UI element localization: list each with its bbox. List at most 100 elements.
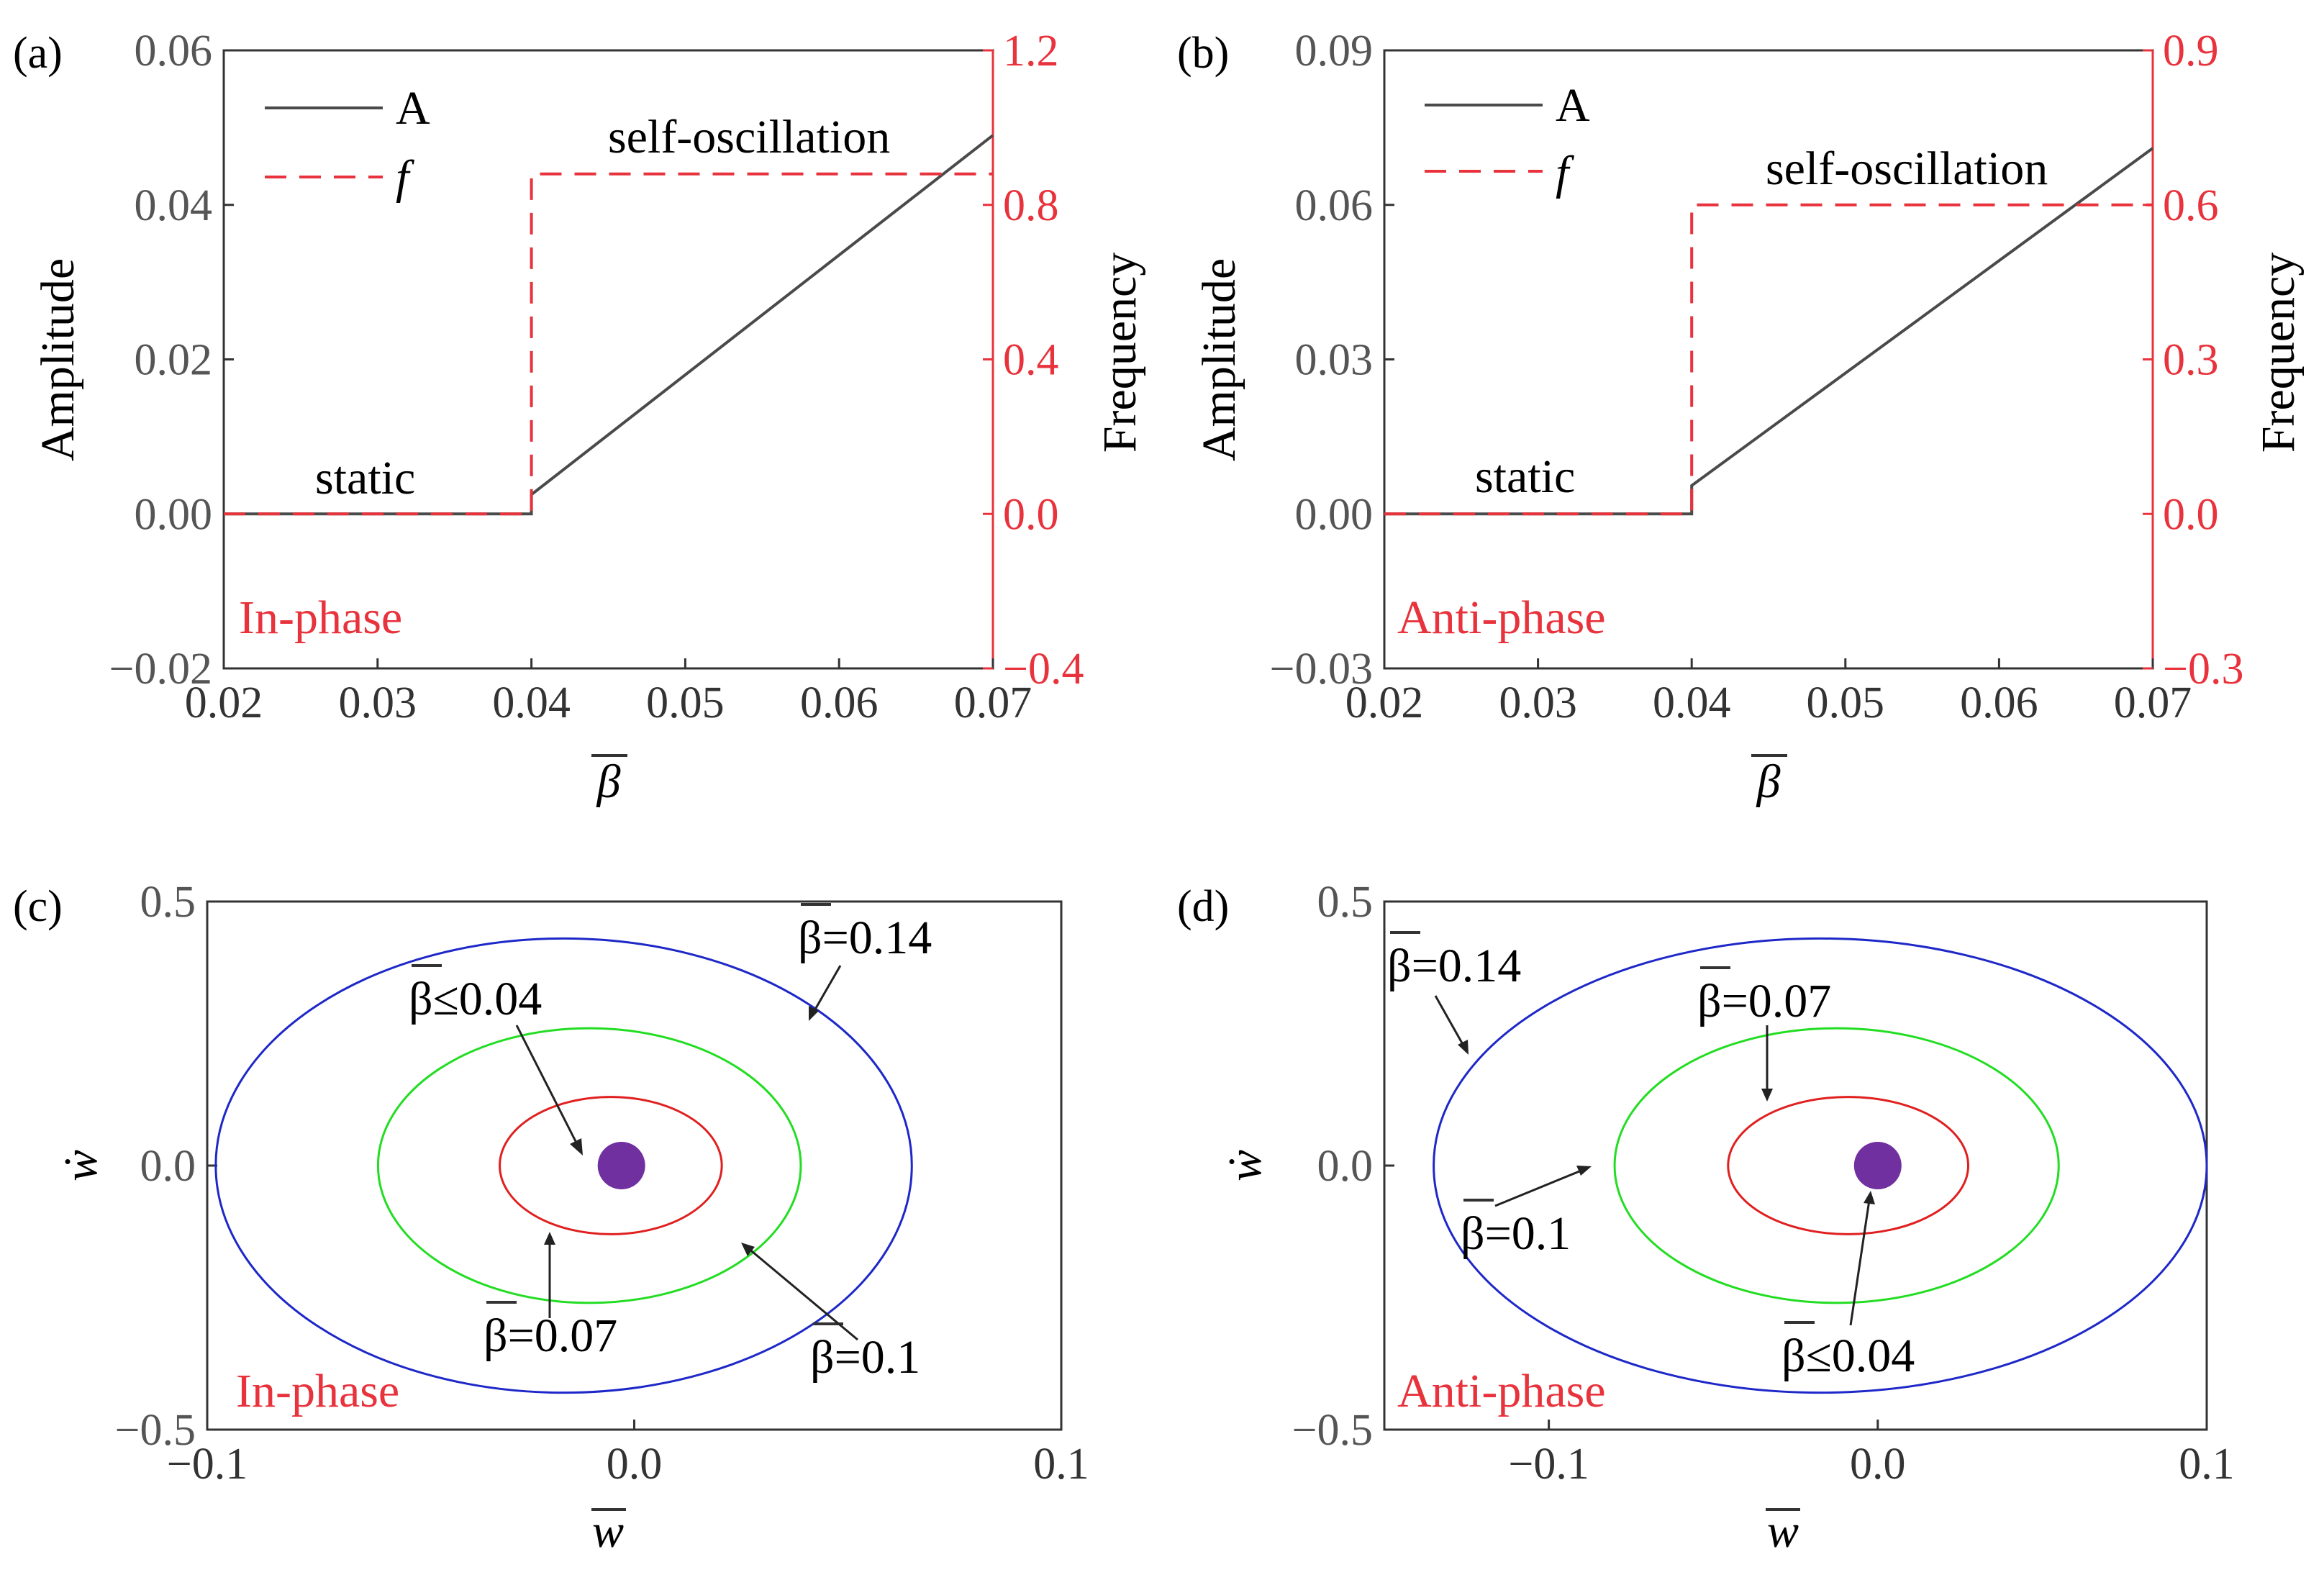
- y-tick-label: 0.02: [135, 336, 213, 385]
- arrow-shaft: [515, 1025, 581, 1149]
- x-tick-label: 0.1: [1033, 1440, 1089, 1489]
- x-tick-label: 0.02: [1345, 678, 1424, 727]
- y-axis-label: ẇ: [1219, 1150, 1271, 1181]
- x-axis-label: w: [1767, 1505, 1799, 1558]
- self-oscillation-label: self-oscillation: [608, 111, 890, 163]
- x-tick-label: 0.06: [800, 678, 879, 727]
- arrow-shaft: [1434, 995, 1466, 1048]
- y2-tick-label: 0.9: [2163, 27, 2219, 76]
- arrow-head: [544, 1232, 555, 1245]
- legend-label-a: A: [1556, 79, 1590, 132]
- limit-cycle: [376, 1027, 802, 1304]
- y-tick-label: 0.06: [135, 27, 213, 76]
- y2-tick-label: 0.6: [2163, 181, 2219, 230]
- x-tick-label: 0.03: [339, 678, 417, 727]
- marks: −0.1 0.0 0.1 −0.5 0.0 0.5: [115, 878, 1089, 1489]
- x-axis-label: β: [596, 755, 621, 808]
- cycle-label: β≤0.04: [1781, 1330, 1915, 1382]
- y2-axis-label: Frequency: [2252, 253, 2305, 453]
- arrow-head: [1576, 1166, 1592, 1176]
- y-tick-label: 0.0: [1317, 1142, 1374, 1191]
- label-beta-0.07: β=0.07: [484, 1232, 617, 1362]
- y2-tick-label: −0.3: [2163, 645, 2243, 694]
- x-axis-label: w: [592, 1505, 624, 1558]
- equilibrium-point: [597, 1142, 645, 1189]
- label-beta-0.14: β=0.14: [1387, 931, 1521, 1055]
- arrow-head: [1864, 1191, 1875, 1204]
- panel-d: (d) −0.1 0.0 0.1−0.50.00.5 ẇ w Anti-phase …: [1177, 878, 2235, 1558]
- x-tick-label: 0.05: [646, 678, 725, 727]
- self-oscillation-label: self-oscillation: [1766, 142, 2048, 195]
- label-beta-0.1: β=0.1: [1461, 1166, 1592, 1260]
- cycle-label: β=0.1: [1461, 1207, 1571, 1260]
- label-beta-0.07: β=0.07: [1697, 966, 1831, 1102]
- y-axis-label: Amplitude: [32, 258, 84, 461]
- arrow-head: [1458, 1040, 1469, 1055]
- x-tick-label: 0.02: [185, 678, 263, 727]
- phase-label: In-phase: [236, 1365, 399, 1417]
- y-tick-label: 0.0: [140, 1142, 196, 1191]
- arrow-head: [741, 1243, 755, 1256]
- label-beta-le-0.04: β≤0.04: [409, 964, 583, 1156]
- y2-tick-label: 0.4: [1003, 336, 1059, 385]
- y-tick-label: −0.5: [1292, 1406, 1373, 1455]
- panel-label: (c): [13, 882, 63, 931]
- panel-a: (a) 0.02 0.03 0.04 0.05 0.06 0.07−0.020.000.0…: [13, 27, 1146, 808]
- y2-tick-label: 0.3: [2163, 336, 2219, 385]
- y2-tick-label: 0.8: [1003, 181, 1059, 230]
- cycle-label: β=0.07: [1697, 975, 1831, 1027]
- x-tick-label: 0.05: [1807, 678, 1885, 727]
- legend-label-f: f: [1556, 147, 1574, 199]
- x-tick-label: 0.03: [1499, 678, 1577, 727]
- series-f-line: [1384, 203, 2153, 516]
- y2-tick-label: 0.0: [2163, 490, 2219, 539]
- arrow-head: [570, 1138, 583, 1156]
- phase-label: Anti-phase: [1397, 591, 1606, 644]
- y-tick-label: −0.03: [1270, 645, 1373, 694]
- phase-label: Anti-phase: [1397, 1365, 1606, 1417]
- cycle-label: β≤0.04: [409, 973, 542, 1025]
- panel-label: (b): [1177, 29, 1229, 78]
- limit-cycle: [499, 1096, 723, 1235]
- x-tick-label: 0.0: [1850, 1440, 1906, 1489]
- limit-cycle: [1613, 1027, 2060, 1304]
- arrow-head: [809, 1006, 819, 1021]
- limit-cycle: [1727, 1096, 1970, 1235]
- x-tick-label: 0.04: [492, 678, 571, 727]
- y-tick-label: 0.00: [1295, 490, 1374, 539]
- y2-tick-label: 0.0: [1003, 490, 1059, 539]
- x-tick-label: −0.1: [1508, 1440, 1589, 1489]
- y-tick-label: −0.5: [115, 1406, 196, 1455]
- cycle-label: β=0.14: [798, 912, 932, 964]
- y2-tick-label: −0.4: [1003, 645, 1084, 694]
- panel-c: (c) −0.1 0.0 0.1 −0.5 0.0 0.5 ẇ w In-phase β≤…: [13, 878, 1089, 1558]
- label-beta-0.1: β=0.1: [741, 1243, 920, 1384]
- phase-label: In-phase: [239, 591, 402, 644]
- series-f-line: [224, 172, 993, 516]
- static-label: static: [315, 452, 415, 504]
- x-tick-label: 0.1: [2179, 1440, 2235, 1489]
- x-tick-label: 0.07: [954, 678, 1032, 727]
- label-beta-0.14: β=0.14: [798, 903, 932, 1021]
- y-tick-label: 0.06: [1295, 181, 1374, 230]
- y-tick-label: 0.5: [140, 878, 196, 927]
- x-tick-label: 0.07: [2114, 678, 2192, 727]
- arrow-shaft: [748, 1247, 858, 1341]
- y-tick-label: 0.5: [1317, 878, 1374, 927]
- panel-label: (a): [13, 29, 63, 78]
- x-tick-label: 0.0: [607, 1440, 663, 1489]
- legend-label-f: f: [396, 151, 414, 204]
- label-beta-le-0.04: β≤0.04: [1781, 1191, 1915, 1382]
- y-tick-label: 0.03: [1295, 336, 1374, 385]
- x-axis-label: β: [1756, 755, 1781, 808]
- marks: −0.1 0.0 0.1 −0.5 0.0 0.5: [1292, 878, 2235, 1489]
- cycle-label: β=0.14: [1387, 940, 1521, 992]
- cycle-label: β=0.1: [810, 1331, 920, 1384]
- marks: 0.02 0.03 0.04 0.05 0.06 0.07 −0.02 0.00 0.02 0.0…: [109, 27, 1084, 727]
- x-tick-label: 0.06: [1960, 678, 2038, 727]
- y-tick-label: 0.04: [135, 181, 213, 230]
- x-tick-label: 0.04: [1653, 678, 1731, 727]
- panel-label: (d): [1177, 882, 1229, 931]
- arrow-shaft: [1494, 1168, 1584, 1207]
